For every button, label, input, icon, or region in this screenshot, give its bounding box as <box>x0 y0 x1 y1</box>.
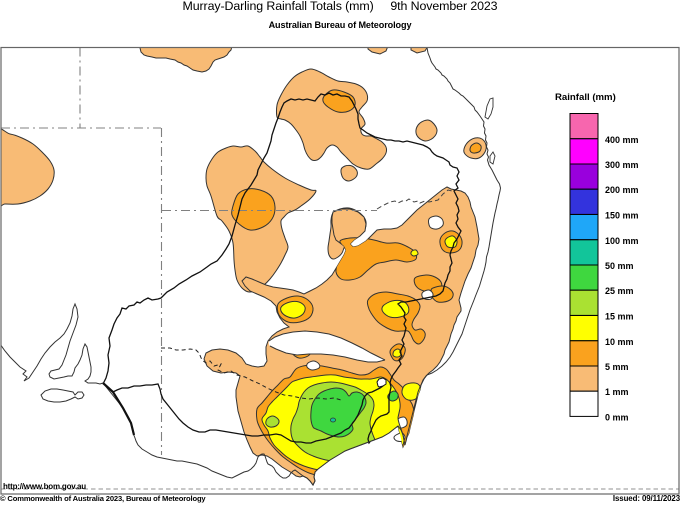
svg-text:400 mm: 400 mm <box>605 135 639 145</box>
svg-text:25 mm: 25 mm <box>605 286 634 296</box>
svg-text:200 mm: 200 mm <box>605 185 639 195</box>
svg-text:300 mm: 300 mm <box>605 160 639 170</box>
svg-text:50 mm: 50 mm <box>605 261 634 271</box>
svg-text:0 mm: 0 mm <box>605 413 629 423</box>
svg-text:15 mm: 15 mm <box>605 312 634 322</box>
svg-text:Rainfall (mm): Rainfall (mm) <box>555 92 616 103</box>
svg-text:10 mm: 10 mm <box>605 337 634 347</box>
svg-text:150 mm: 150 mm <box>605 211 639 221</box>
svg-text:5 mm: 5 mm <box>605 362 629 372</box>
svg-text:100 mm: 100 mm <box>605 236 639 246</box>
svg-text:1 mm: 1 mm <box>605 387 629 397</box>
